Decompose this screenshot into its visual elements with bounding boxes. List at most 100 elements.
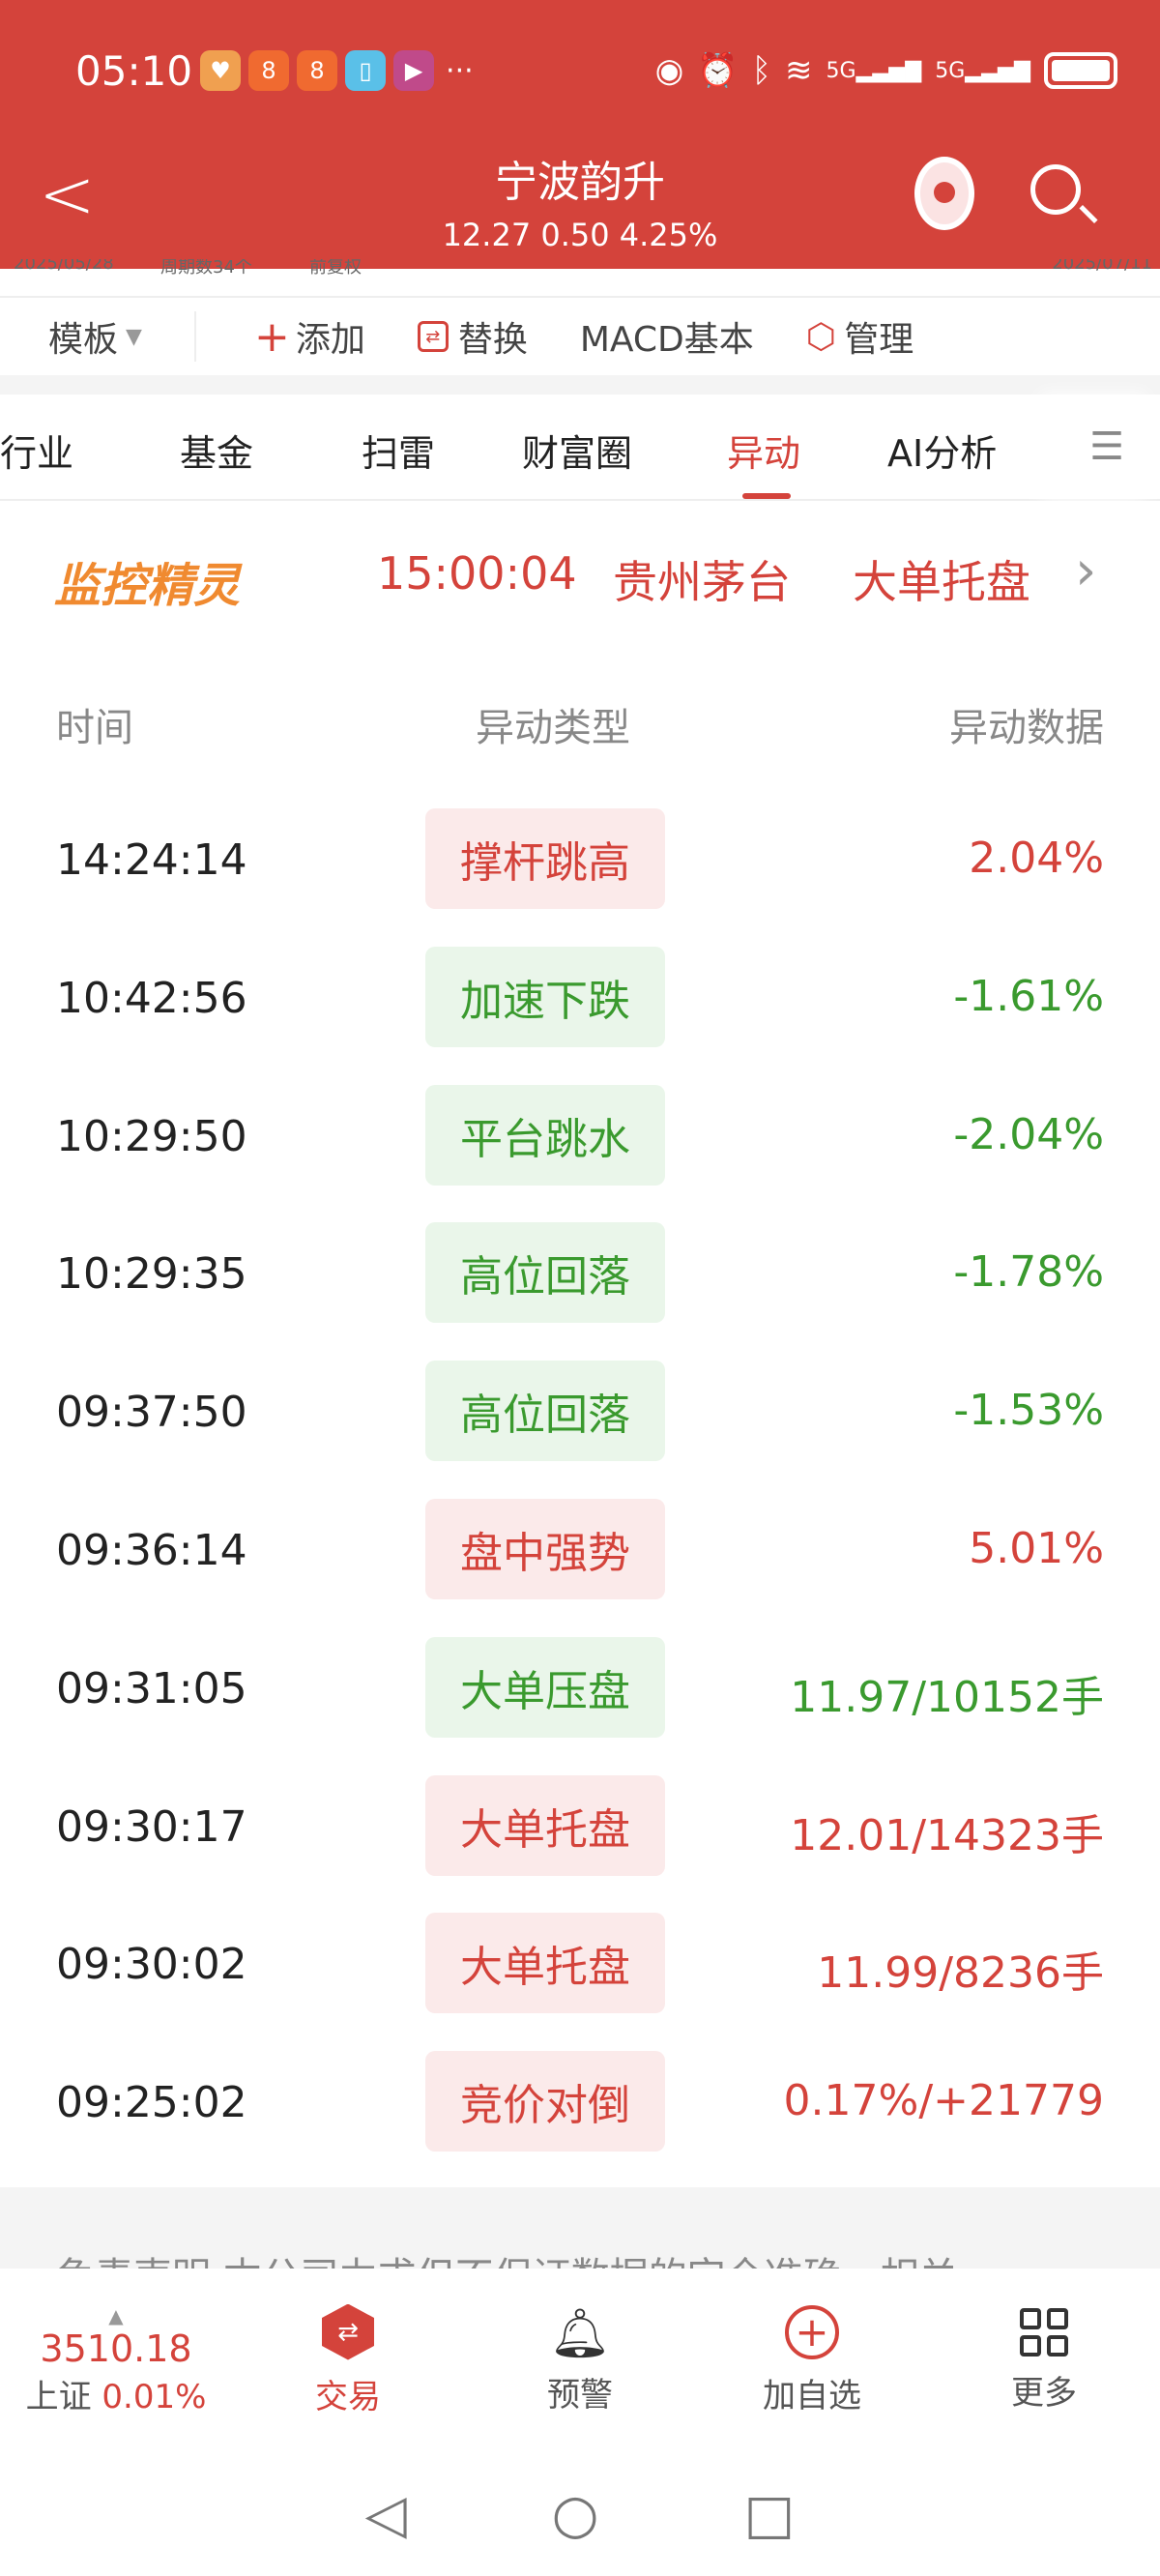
home-circle-icon[interactable]: ○ <box>551 2482 599 2546</box>
tab-anomaly[interactable]: 异动 <box>727 432 801 475</box>
add-button[interactable]: + 添加 <box>254 311 365 362</box>
nav-add-watchlist[interactable]: + 加自选 <box>696 2269 928 2452</box>
caret-down-icon: ▼ <box>126 324 142 349</box>
monitor-time: 15:00:04 <box>377 547 577 600</box>
eye-icon: ◉ <box>654 51 684 90</box>
tab-bar: 行业 基金 扫雷 财富圈 异动 AI分析 ☰ <box>0 395 1160 501</box>
active-tab-indicator <box>742 493 791 499</box>
col-type: 异动类型 <box>476 706 630 750</box>
stock-title: 宁波韵升 <box>495 158 665 207</box>
row-value: -2.04% <box>953 1109 1104 1159</box>
nav-more[interactable]: 更多 <box>928 2269 1160 2452</box>
monitor-banner[interactable]: 监控精灵 15:00:04 贵州茅台 大单托盘 › <box>0 526 1160 623</box>
monitor-stock: 贵州茅台 <box>613 556 791 608</box>
manage-label: 管理 <box>844 320 914 360</box>
table-row[interactable]: 09:25:02 竞价对倒 0.17%/+21779 <box>0 2049 1160 2187</box>
macd-button[interactable]: MACD基本 <box>580 311 754 362</box>
divider <box>0 375 1160 395</box>
system-nav-bar: ◁ ○ □ <box>0 2452 1160 2576</box>
table-row[interactable]: 10:42:56 加速下跌 -1.61% <box>0 945 1160 1083</box>
table-row[interactable]: 10:29:35 高位回落 -1.78% <box>0 1220 1160 1359</box>
row-type-badge: 大单托盘 <box>425 1913 665 2014</box>
row-time: 14:24:14 <box>56 835 247 885</box>
recents-square-icon[interactable]: □ <box>743 2482 796 2546</box>
tab-ai-analysis[interactable]: AI分析 <box>887 432 998 475</box>
col-data: 异动数据 <box>949 706 1104 750</box>
index-quote[interactable]: ▲ 3510.18 上证 0.01% <box>0 2269 232 2452</box>
battery-icon <box>1044 52 1117 89</box>
hexagon-gear-icon: ⬡ <box>805 316 837 357</box>
mascot-icon[interactable] <box>914 157 974 230</box>
row-value: 2.04% <box>969 834 1104 883</box>
index-value: 3510.18 <box>40 2327 192 2370</box>
monitor-logo: 监控精灵 <box>54 559 241 613</box>
row-type-badge: 加速下跌 <box>425 946 665 1047</box>
row-time: 09:31:05 <box>56 1663 247 1713</box>
row-type-badge: 盘中强势 <box>425 1499 665 1599</box>
row-type-badge: 竞价对倒 <box>425 2051 665 2152</box>
nav-trade[interactable]: ⇄ 交易 <box>232 2269 464 2452</box>
adjust-mode: 前复权 <box>309 259 362 278</box>
template-label: 模板 <box>48 320 119 360</box>
replace-button[interactable]: ⇄ 替换 <box>417 311 528 362</box>
bluetooth-icon: ᛒ <box>751 51 772 90</box>
monitor-event: 大单托盘 <box>853 556 1030 608</box>
plus-icon: + <box>253 311 290 362</box>
trade-icon: ⇄ <box>322 2303 374 2360</box>
more-notifications: ··· <box>446 53 474 88</box>
nav-alert[interactable]: 🔔︎ 预警 <box>464 2269 696 2452</box>
row-value: -1.78% <box>953 1247 1104 1298</box>
row-type-badge: 高位回落 <box>425 1361 665 1462</box>
app-heart-icon: ♥ <box>200 50 242 91</box>
trade-label: 交易 <box>315 2377 381 2416</box>
stock-quote: 12.27 0.50 4.25% <box>442 217 718 253</box>
grid-icon <box>1020 2307 1068 2356</box>
table-row[interactable]: 14:24:14 撑杆跳高 2.04% <box>0 806 1160 945</box>
table-row[interactable]: 09:30:02 大单托盘 11.99/8236手 <box>0 1911 1160 2049</box>
tab-settings-icon[interactable]: ☰ <box>1054 395 1160 499</box>
row-time: 10:42:56 <box>56 973 247 1023</box>
status-time: 05:10 <box>75 46 193 95</box>
more-label: 更多 <box>1011 2373 1077 2413</box>
wifi-icon: ≋ <box>785 51 813 90</box>
5g-signal-icon: 5G▂▃▅▇ <box>935 58 1030 83</box>
tab-fund[interactable]: 基金 <box>180 432 254 475</box>
row-value: 11.99/8236手 <box>817 1948 1104 1999</box>
table-row[interactable]: 09:36:14 盘中强势 5.01% <box>0 1497 1160 1635</box>
disclaimer-area: 免责声明 本公司力求但不保证数据的完全准确，相关 <box>0 2187 1160 2269</box>
back-triangle-icon[interactable]: ◁ <box>364 2482 407 2546</box>
row-time: 10:29:35 <box>56 1249 247 1300</box>
end-date: 2025/07/11 <box>1052 259 1152 274</box>
disclaimer-text: 免责声明 本公司力求但不保证数据的完全准确，相关 <box>56 2245 958 2269</box>
index-change: 0.01% <box>102 2377 207 2416</box>
table-row[interactable]: 09:31:05 大单压盘 11.97/10152手 <box>0 1635 1160 1773</box>
up-arrow-icon: ▲ <box>108 2303 124 2327</box>
template-dropdown[interactable]: 模板 ▼ <box>48 311 196 362</box>
row-time: 10:29:50 <box>56 1111 247 1161</box>
row-time: 09:30:02 <box>56 1940 247 1990</box>
tab-scan[interactable]: 扫雷 <box>362 432 436 475</box>
manage-button[interactable]: ⬡ 管理 <box>806 311 914 362</box>
bell-icon: 🔔︎ <box>549 2305 611 2361</box>
row-type-badge: 大单压盘 <box>425 1636 665 1738</box>
play-app-icon: ▶ <box>393 50 435 91</box>
row-time: 09:36:14 <box>56 1526 247 1575</box>
row-value: 11.97/10152手 <box>790 1672 1104 1722</box>
row-time: 09:25:02 <box>56 2078 247 2128</box>
table-row[interactable]: 09:37:50 高位回落 -1.53% <box>0 1359 1160 1497</box>
row-value: -1.53% <box>953 1386 1104 1436</box>
search-icon[interactable] <box>1030 164 1098 224</box>
table-row[interactable]: 10:29:50 平台跳水 -2.04% <box>0 1083 1160 1221</box>
swap-icon: ⇄ <box>417 321 449 352</box>
tab-wealth-circle[interactable]: 财富圈 <box>522 432 633 475</box>
alarm-icon: ⏰ <box>697 51 739 90</box>
status-left: 05:10 ♥ 8 8 ▯ ▶ ··· <box>75 46 474 95</box>
row-value: 0.17%/+21779 <box>783 2076 1104 2126</box>
tab-industry[interactable]: 行业 <box>0 432 74 475</box>
replace-label: 替换 <box>457 320 528 360</box>
back-button[interactable]: < <box>39 155 96 234</box>
add-watch-label: 加自选 <box>763 2376 861 2415</box>
start-date: 2025/05/28 <box>14 259 114 274</box>
5g-signal-icon: 5G▂▃▅▇ <box>826 58 922 83</box>
table-row[interactable]: 09:30:17 大单托盘 12.01/14323手 <box>0 1773 1160 1912</box>
